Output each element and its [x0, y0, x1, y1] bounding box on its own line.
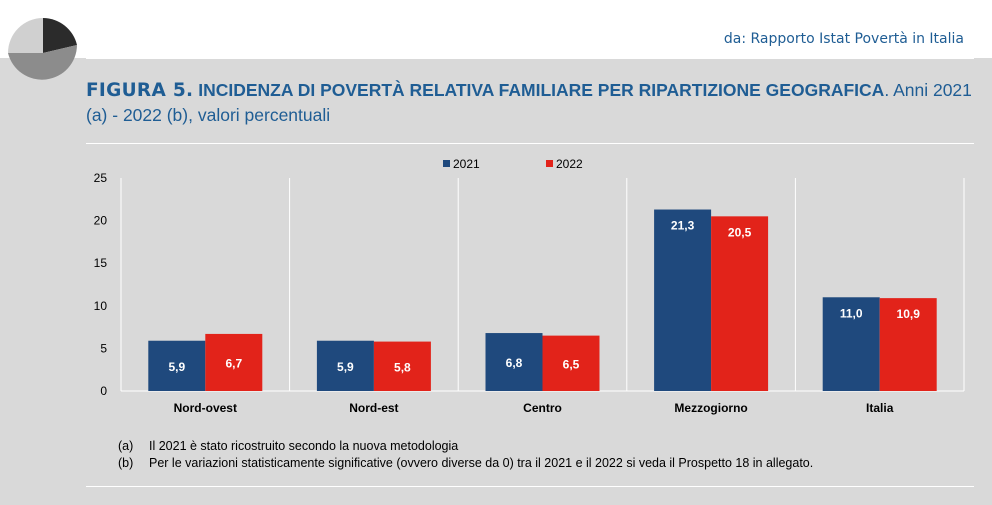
y-tick-label: 5	[100, 341, 107, 355]
legend-swatch-2021	[443, 160, 450, 167]
category-label: Centro	[523, 401, 562, 415]
bar-2022-centro	[542, 335, 600, 391]
divider-top	[86, 58, 974, 59]
legend-swatch-2022	[546, 160, 553, 167]
bar-2021-centro	[485, 333, 543, 391]
category-label: Italia	[866, 401, 894, 415]
category-label: Mezzogiorno	[674, 401, 747, 415]
divider-mid	[86, 143, 974, 144]
bar-2022-mezzogiorno	[711, 216, 769, 391]
bar-2021-mezzogiorno	[654, 209, 712, 391]
y-tick-label: 20	[94, 214, 108, 228]
legend-label-2022: 2022	[556, 157, 583, 171]
data-label: 5,9	[337, 360, 354, 374]
bar-2021-nord-ovest	[148, 340, 206, 391]
data-label: 10,9	[897, 307, 921, 321]
bar-2021-italia	[822, 297, 880, 391]
y-tick-label: 15	[94, 256, 108, 270]
figure-title-rest: . Anni 2021 (a) - 2022 (b), valori perce…	[86, 80, 972, 125]
bar-2021-nord-est	[316, 340, 374, 391]
footnotes: (a) Il 2021 è stato ricostruito secondo …	[118, 438, 813, 472]
footnote-b: (b) Per le variazioni statisticamente si…	[118, 455, 813, 472]
data-label: 21,3	[671, 219, 695, 233]
data-label: 5,8	[394, 360, 411, 374]
legend-label-2021: 2021	[453, 157, 480, 171]
footnote-key: (b)	[118, 456, 134, 470]
source-label: da: Rapporto Istat Povertà in Italia	[723, 31, 964, 47]
figure-title-bold: INCIDENZA DI POVERTÀ RELATIVA FAMILIARE …	[198, 80, 885, 100]
footnote-a: (a) Il 2021 è stato ricostruito secondo …	[118, 438, 813, 455]
footnote-key: (a)	[118, 439, 134, 453]
footnote-text: Il 2021 è stato ricostruito secondo la n…	[149, 439, 459, 453]
y-tick-label: 0	[100, 384, 107, 398]
figure-title: FIGURA 5. INCIDENZA DI POVERTÀ RELATIVA …	[86, 78, 976, 127]
category-label: Nord-ovest	[174, 401, 237, 415]
figure-label: FIGURA 5.	[86, 80, 194, 101]
data-label: 6,8	[506, 356, 523, 370]
divider-bottom	[86, 486, 974, 487]
header-strip	[0, 0, 992, 58]
bar-2022-nord-est	[373, 341, 431, 391]
y-tick-label: 10	[94, 299, 108, 313]
bar-2022-nord-ovest	[205, 333, 263, 391]
footnote-text: Per le variazioni statisticamente signif…	[149, 456, 814, 470]
category-label: Nord-est	[349, 401, 398, 415]
data-label: 20,5	[728, 225, 752, 239]
data-label: 5,9	[168, 360, 185, 374]
data-label: 6,7	[225, 356, 242, 370]
pie-logo-icon	[8, 18, 77, 80]
data-label: 6,5	[563, 357, 580, 371]
bar-2022-italia	[879, 298, 937, 391]
data-label: 11,0	[840, 306, 863, 320]
y-tick-label: 25	[94, 171, 108, 185]
